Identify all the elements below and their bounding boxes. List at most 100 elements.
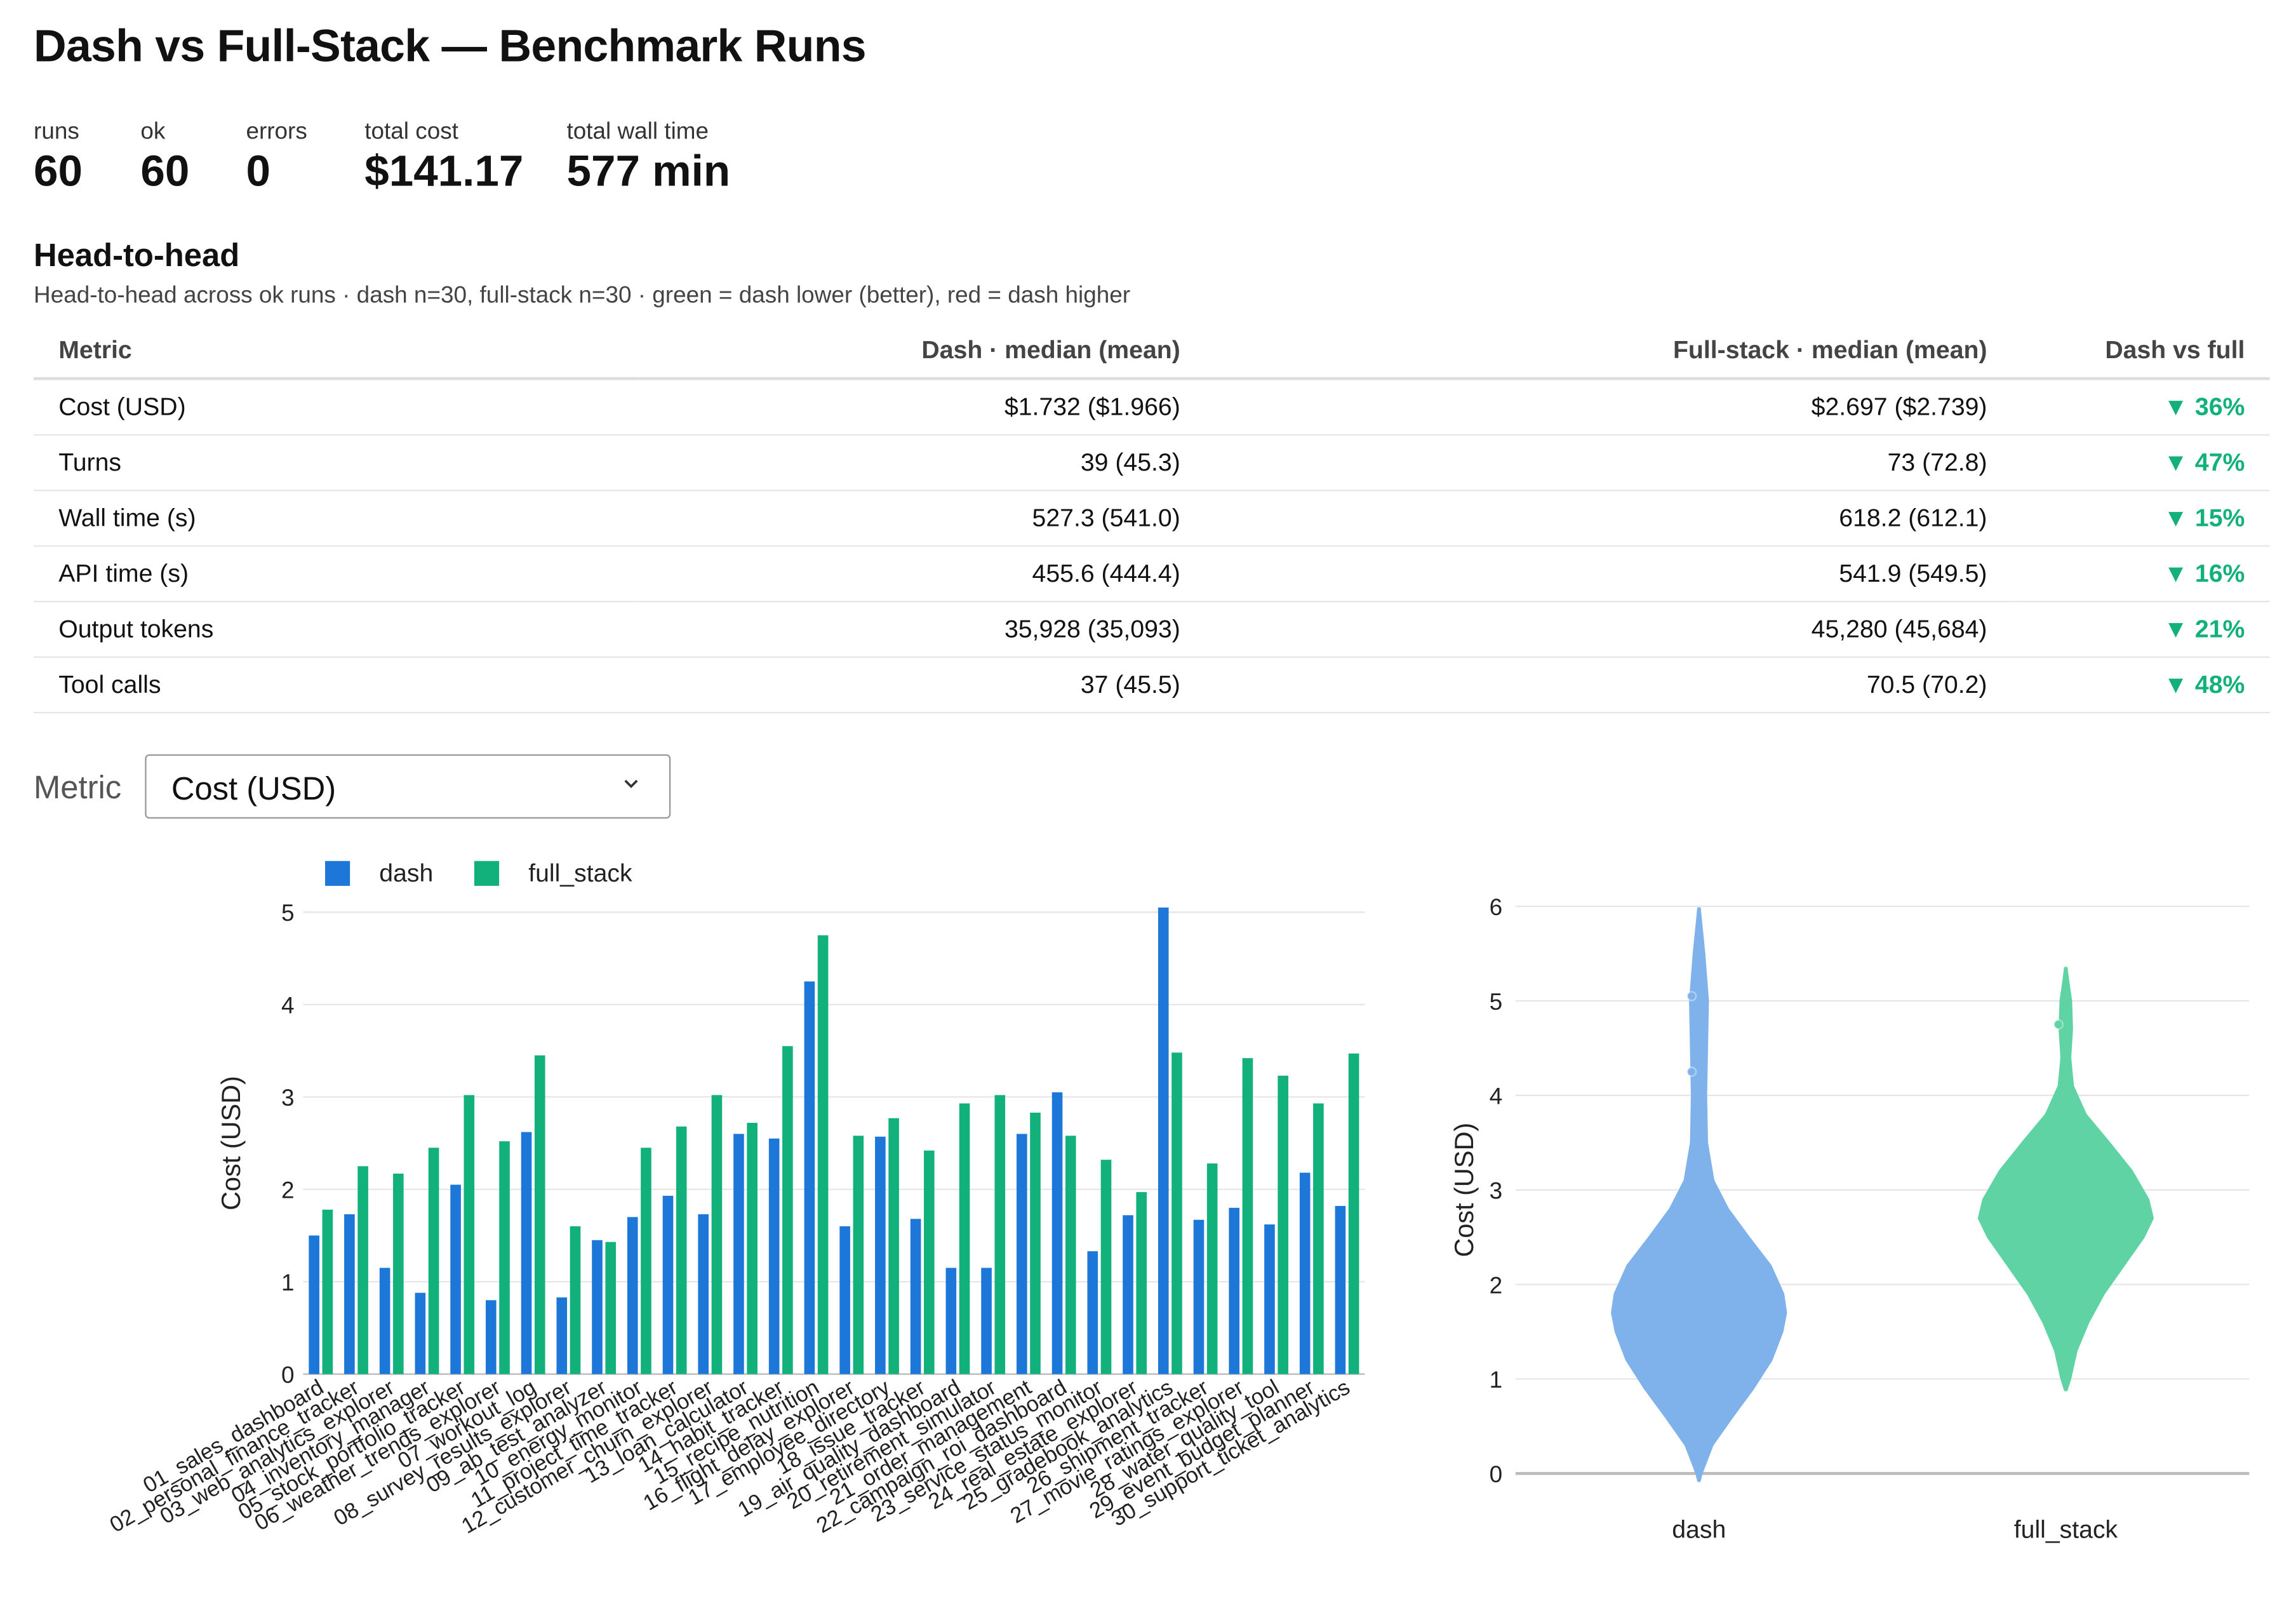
metric-select[interactable]: Cost (USD) bbox=[145, 754, 671, 819]
y-tick-label: 1 bbox=[281, 1270, 295, 1296]
metric-select-value: Cost (USD) bbox=[171, 770, 337, 807]
y-tick-label: 3 bbox=[1490, 1178, 1503, 1204]
bar-dash bbox=[1051, 1092, 1063, 1374]
legend-label: dash bbox=[379, 860, 433, 887]
column-header-dash: Dash · median (mean) bbox=[639, 324, 1206, 380]
bar-full_stack bbox=[676, 1126, 687, 1374]
bar-dash bbox=[1264, 1224, 1275, 1374]
bar-dash bbox=[1087, 1251, 1098, 1374]
y-tick-label: 3 bbox=[281, 1085, 295, 1111]
bar-dash bbox=[556, 1297, 568, 1374]
bar-dash bbox=[1123, 1215, 1133, 1374]
bar-full_stack bbox=[464, 1095, 475, 1374]
bar-dash bbox=[981, 1268, 992, 1374]
bar-dash bbox=[627, 1217, 638, 1374]
dash-cell: 37 (45.5) bbox=[639, 657, 1206, 714]
stat-total-wall-time: total wall time 577 min bbox=[566, 120, 730, 198]
bar-full_stack bbox=[1136, 1192, 1147, 1374]
x-tick-label: dash bbox=[1672, 1517, 1726, 1544]
stat-value: 0 bbox=[246, 147, 270, 196]
outlier-point bbox=[2053, 1019, 2064, 1030]
metric-cell: Wall time (s) bbox=[34, 490, 640, 547]
bar-full_stack bbox=[1206, 1163, 1218, 1374]
delta-cell: ▼ 47% bbox=[2012, 434, 2270, 492]
page-title: Dash vs Full-Stack — Benchmark Runs bbox=[34, 20, 866, 72]
metric-cell: API time (s) bbox=[34, 546, 640, 603]
bar-dash bbox=[733, 1134, 744, 1374]
violin-full_stack bbox=[1977, 967, 2154, 1391]
head-to-head-table: Metric Dash · median (mean) Full-stack ·… bbox=[34, 324, 2270, 714]
bar-full_stack bbox=[782, 1046, 793, 1374]
table-row: API time (s) 455.6 (444.4) 541.9 (549.5)… bbox=[34, 546, 2270, 603]
y-tick-label: 2 bbox=[1490, 1272, 1503, 1298]
bar-full_stack bbox=[1065, 1136, 1076, 1374]
delta-cell: ▼ 16% bbox=[2012, 546, 2270, 603]
bar-dash bbox=[486, 1300, 497, 1374]
stat-value: 60 bbox=[140, 147, 190, 196]
bar-full_stack bbox=[1030, 1113, 1041, 1374]
bar-full_stack bbox=[570, 1226, 581, 1374]
stat-ok: ok 60 bbox=[140, 120, 189, 198]
y-tick-label: 1 bbox=[1490, 1367, 1503, 1393]
bar-dash bbox=[1335, 1205, 1346, 1374]
y-tick-label: 5 bbox=[281, 900, 295, 926]
bar-dash bbox=[379, 1268, 390, 1374]
bar-full_stack bbox=[1313, 1103, 1324, 1374]
bar-dash bbox=[415, 1292, 426, 1374]
y-tick-label: 4 bbox=[1490, 1083, 1503, 1109]
bar-full_stack bbox=[994, 1095, 1006, 1374]
stat-value: $141.17 bbox=[364, 147, 524, 196]
full-stack-cell: 73 (72.8) bbox=[1205, 434, 2012, 492]
outlier-point bbox=[1686, 1066, 1697, 1077]
bar-full_stack bbox=[428, 1148, 439, 1374]
bar-dash bbox=[662, 1195, 674, 1374]
dash-cell: $1.732 ($1.966) bbox=[639, 379, 1206, 436]
stat-value: 577 min bbox=[566, 147, 731, 196]
x-tick-label: full_stack bbox=[2014, 1517, 2118, 1544]
table-row: Cost (USD) $1.732 ($1.966) $2.697 ($2.73… bbox=[34, 379, 2270, 436]
legend-swatch-full_stack bbox=[474, 861, 500, 886]
bar-dash bbox=[1158, 908, 1169, 1374]
metric-cell: Cost (USD) bbox=[34, 379, 640, 436]
stat-runs: runs 60 bbox=[34, 120, 83, 198]
metric-select-label: Metric bbox=[34, 768, 122, 806]
stat-errors: errors 0 bbox=[246, 120, 307, 198]
table-row: Tool calls 37 (45.5) 70.5 (70.2) ▼ 48% bbox=[34, 657, 2270, 714]
bar-full_stack bbox=[1348, 1053, 1359, 1374]
chevron-down-icon bbox=[622, 774, 640, 800]
table-row: Turns 39 (45.3) 73 (72.8) ▼ 47% bbox=[34, 434, 2270, 492]
metric-cell: Turns bbox=[34, 434, 640, 492]
stat-value: 60 bbox=[34, 147, 83, 196]
bar-dash bbox=[839, 1226, 850, 1374]
bar-dash bbox=[875, 1136, 886, 1374]
y-tick-label: 5 bbox=[1490, 989, 1503, 1015]
bar-full_stack bbox=[641, 1148, 651, 1374]
y-axis-label: Cost (USD) bbox=[1449, 1123, 1479, 1257]
bar-full_stack bbox=[534, 1055, 545, 1374]
bar-full_stack bbox=[747, 1123, 758, 1374]
section-note: Head-to-head across ok runs · dash n=30,… bbox=[34, 283, 1131, 309]
stat-label: runs bbox=[34, 119, 79, 145]
bar-dash bbox=[910, 1219, 921, 1374]
y-tick-label: 6 bbox=[1490, 894, 1503, 920]
bar-full_stack bbox=[1278, 1075, 1288, 1374]
bar-dash bbox=[945, 1268, 957, 1374]
dash-cell: 39 (45.3) bbox=[639, 434, 1206, 492]
y-tick-label: 4 bbox=[281, 993, 295, 1019]
table-row: Wall time (s) 527.3 (541.0) 618.2 (612.1… bbox=[34, 490, 2270, 547]
bar-dash bbox=[1299, 1172, 1311, 1374]
column-header-full-stack: Full-stack · median (mean) bbox=[1205, 324, 2012, 380]
bar-full_stack bbox=[499, 1141, 510, 1374]
bar-dash bbox=[344, 1214, 355, 1374]
bar-dash bbox=[698, 1214, 709, 1374]
full-stack-cell: 70.5 (70.2) bbox=[1205, 657, 2012, 714]
y-tick-label: 2 bbox=[281, 1177, 295, 1203]
outlier-point bbox=[1686, 991, 1697, 1002]
bar-dash bbox=[309, 1235, 319, 1374]
bar-dash bbox=[450, 1184, 461, 1374]
bar-full_stack bbox=[817, 935, 829, 1374]
bar-full_stack bbox=[1242, 1058, 1253, 1374]
